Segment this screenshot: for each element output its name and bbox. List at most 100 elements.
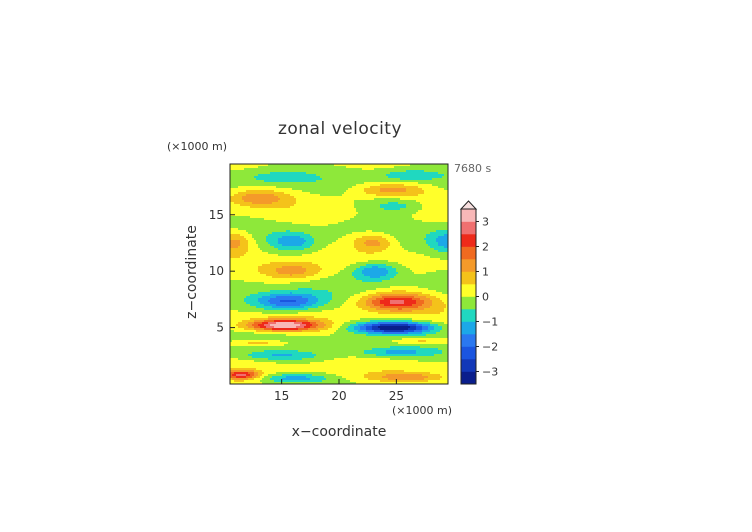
heatmap-cell <box>292 230 295 233</box>
heatmap-cell <box>238 192 241 195</box>
heatmap-cell <box>326 226 329 229</box>
heatmap-cell <box>320 234 323 237</box>
heatmap-cell <box>346 190 349 193</box>
heatmap-cell <box>438 212 441 215</box>
heatmap-cell <box>446 234 449 237</box>
heatmap-cell <box>438 228 441 231</box>
heatmap-cell <box>440 202 443 205</box>
heatmap-cell <box>424 174 427 177</box>
heatmap-cell <box>408 220 411 223</box>
heatmap-cell <box>430 206 433 209</box>
heatmap-cell <box>358 252 361 255</box>
heatmap-cell <box>332 182 335 185</box>
heatmap-cell <box>312 212 315 215</box>
heatmap-cell <box>304 184 307 187</box>
heatmap-cell <box>372 252 375 255</box>
heatmap-cell <box>362 218 365 221</box>
heatmap-cell <box>394 198 397 201</box>
heatmap-cell <box>236 204 239 207</box>
heatmap-cell <box>296 226 299 229</box>
heatmap-cell <box>316 238 319 241</box>
heatmap-cell <box>232 246 235 249</box>
heatmap-cell <box>242 206 245 209</box>
heatmap-cell <box>296 210 299 213</box>
heatmap-cell <box>340 192 343 195</box>
heatmap-cell <box>352 216 355 219</box>
heatmap-cell <box>410 206 413 209</box>
heatmap-cell <box>332 172 335 175</box>
heatmap-cell <box>438 246 441 249</box>
heatmap-cell <box>234 240 237 243</box>
heatmap-cell <box>348 244 351 247</box>
heatmap-cell <box>434 212 437 215</box>
heatmap-cell <box>310 200 313 203</box>
heatmap-cell <box>444 200 447 203</box>
heatmap-cell <box>324 206 327 209</box>
heatmap-cell <box>366 168 369 171</box>
heatmap-cell <box>256 254 259 257</box>
heatmap-cell <box>440 182 443 185</box>
heatmap-cell <box>406 190 409 193</box>
heatmap-cell <box>316 236 319 239</box>
heatmap-cell <box>240 202 243 205</box>
heatmap-cell <box>390 210 393 213</box>
heatmap-cell <box>366 166 369 169</box>
heatmap-cell <box>368 242 371 245</box>
heatmap-cell <box>322 218 325 221</box>
heatmap-cell <box>376 168 379 171</box>
heatmap-cell <box>354 254 357 257</box>
heatmap-cell <box>400 232 403 235</box>
heatmap-cell <box>340 250 343 253</box>
heatmap-cell <box>344 234 347 237</box>
heatmap-cell <box>328 234 331 237</box>
heatmap-cell <box>430 228 433 231</box>
heatmap-cell <box>382 246 385 249</box>
heatmap-cell <box>250 186 253 189</box>
heatmap-cell <box>344 220 347 223</box>
heatmap-cell <box>322 184 325 187</box>
heatmap-cell <box>332 210 335 213</box>
heatmap-cell <box>244 192 247 195</box>
heatmap-cell <box>402 164 405 167</box>
heatmap-cell <box>354 206 357 209</box>
heatmap-cell <box>362 246 365 249</box>
heatmap-cell <box>358 170 361 173</box>
heatmap-cell <box>256 194 259 197</box>
heatmap-cell <box>350 194 353 197</box>
heatmap-cell <box>300 250 303 253</box>
heatmap-cell <box>360 166 363 169</box>
heatmap-cell <box>422 196 425 199</box>
heatmap-cell <box>278 244 281 247</box>
heatmap-cell <box>320 168 323 171</box>
heatmap-cell <box>312 168 315 171</box>
heatmap-cell <box>428 236 431 239</box>
heatmap-cell <box>292 190 295 193</box>
heatmap-cell <box>372 190 375 193</box>
heatmap-cell <box>286 166 289 169</box>
heatmap-cell <box>404 178 407 181</box>
heatmap-cell <box>298 232 301 235</box>
heatmap-cell <box>446 198 449 201</box>
heatmap-cell <box>276 186 279 189</box>
heatmap-cell <box>230 178 233 181</box>
heatmap-cell <box>360 220 363 223</box>
heatmap-cell <box>248 186 251 189</box>
heatmap-cell <box>394 170 397 173</box>
heatmap-cell <box>252 208 255 211</box>
heatmap-cell <box>402 208 405 211</box>
heatmap-cell <box>346 232 349 235</box>
heatmap-cell <box>344 254 347 257</box>
heatmap-cell <box>316 254 319 257</box>
heatmap-cell <box>254 176 257 179</box>
heatmap-cell <box>328 196 331 199</box>
heatmap-cell <box>260 166 263 169</box>
heatmap-cell <box>348 184 351 187</box>
heatmap-cell <box>424 230 427 233</box>
heatmap-cell <box>370 170 373 173</box>
heatmap-cell <box>400 166 403 169</box>
heatmap-cell <box>320 252 323 255</box>
heatmap-cell <box>342 218 345 221</box>
heatmap-cell <box>262 188 265 191</box>
heatmap-cell <box>348 222 351 225</box>
heatmap-cell <box>312 190 315 193</box>
